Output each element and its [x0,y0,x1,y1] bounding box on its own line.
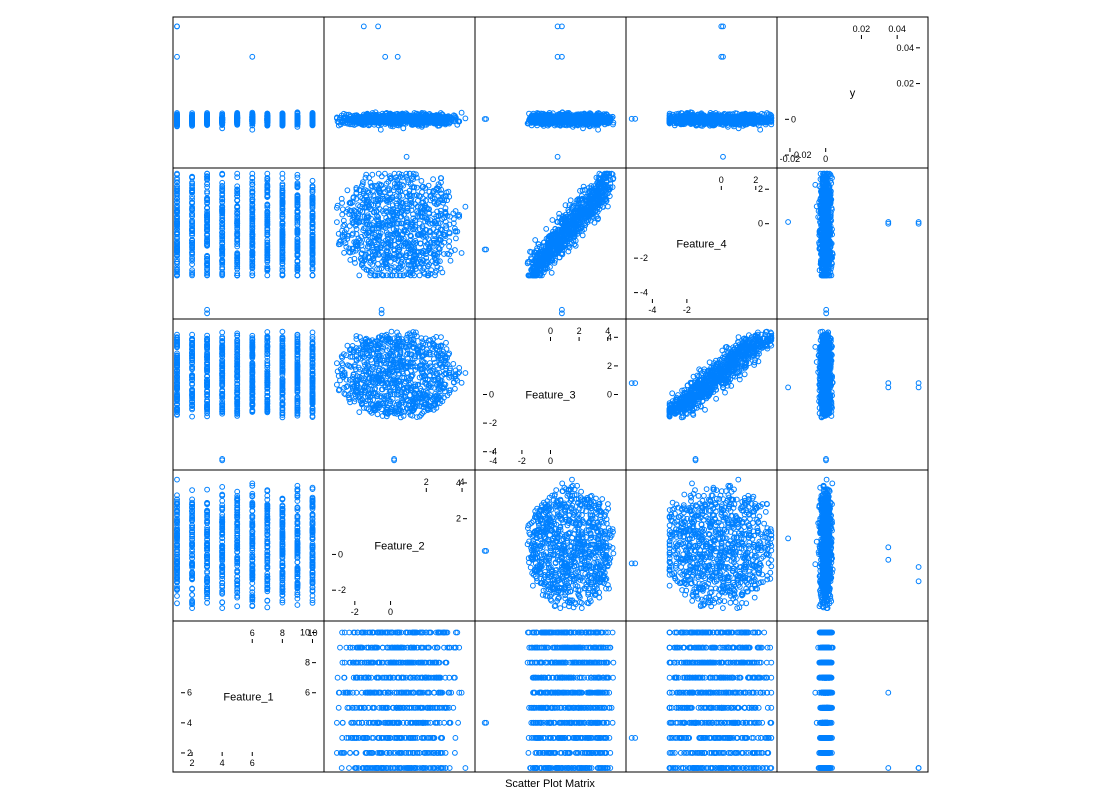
scatter-point [342,250,347,255]
diagonal-variable-name: y [850,88,856,100]
scatter-point [417,221,422,226]
cell-frame [626,17,777,168]
scatter-point [205,311,210,316]
scatter-point [335,220,340,225]
cell-y-vs-Feature_3 [475,17,626,168]
cell-y-vs-y: y0.020.020.040.04-0.02-0.02 00 [777,17,928,168]
diagonal-tick-label: 0 [791,114,796,124]
scatter-point [265,273,270,278]
scatter-point [454,236,459,241]
scatter-point [250,54,255,59]
scatter-point [395,54,400,59]
matrix-cells: y0.020.020.040.04-0.02-0.02 00Feature_400… [173,17,928,772]
scatter-point [175,54,180,59]
scatter-point [463,116,468,121]
scatter-point [357,273,362,278]
cell-Feature_4-vs-Feature_2 [324,168,475,319]
scatter-point [555,154,560,159]
scatter-point [448,258,453,263]
scatter-point [596,127,601,132]
cell-frame [173,17,324,168]
diagonal-tick-label: 0 [823,154,828,164]
scatter-point [175,24,180,29]
cell-y-vs-Feature_2 [324,17,475,168]
scatter-point [401,126,406,131]
scatter-point [404,154,409,159]
scatter-point [629,116,634,121]
diagonal-tick-label: 0.04 [888,24,906,34]
scatter-point [383,54,388,59]
cell-frame [173,168,324,319]
cell-y-vs-Feature_1 [173,17,324,168]
cell-Feature_4-vs-Feature_1 [173,168,324,319]
scatter-point [379,174,384,179]
scatter-point [721,154,726,159]
scatter-point [361,24,366,29]
scatter-point [383,171,388,176]
scatter-point [347,224,352,229]
scatter-point [581,126,586,131]
cell-y-vs-Feature_4 [626,17,777,168]
cell-frame [324,17,475,168]
scatter-point [295,273,300,278]
scatter-point [235,175,240,180]
scatter-point [378,127,383,132]
scatter-point [310,273,315,278]
scatter-point [310,178,315,183]
scatter-point [431,177,436,182]
cell-frame [475,17,626,168]
diagonal-tick-label: 0.02 [853,24,871,34]
scatter-point [376,24,381,29]
diagonal-tick-label: 0.02 [896,79,914,89]
diagonal-tick-label: 0.04 [896,43,914,53]
scatter-point [459,110,464,115]
diagonal-tick-label: -0.02 [791,150,812,160]
